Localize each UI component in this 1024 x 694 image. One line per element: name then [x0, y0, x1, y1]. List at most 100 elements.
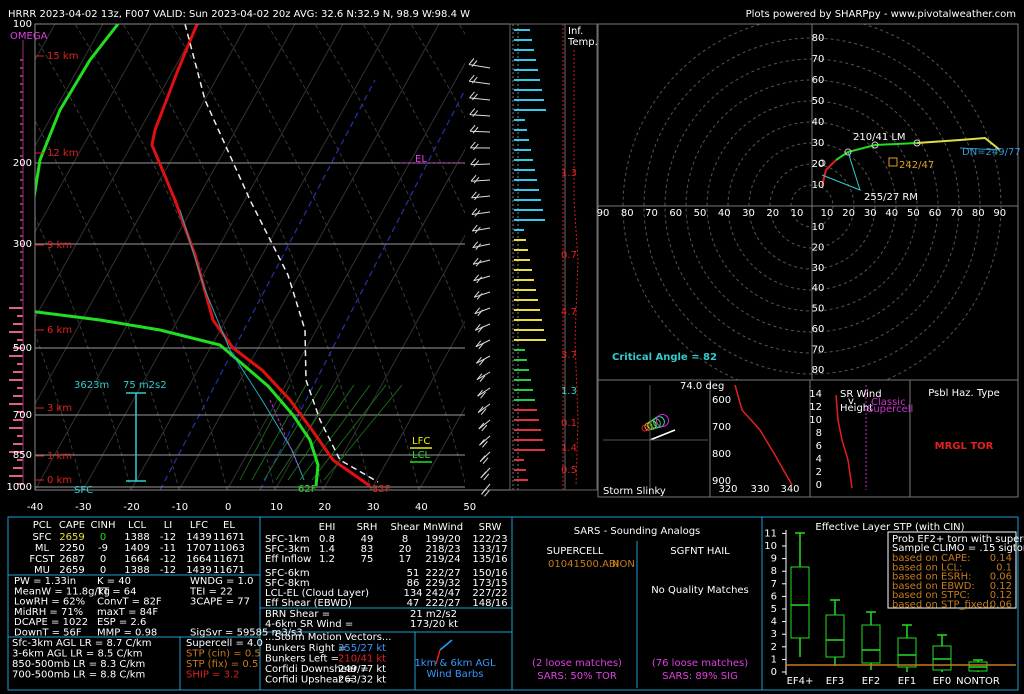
stp-tick: 3	[771, 629, 777, 640]
temp-label: -10	[172, 502, 188, 513]
label: v.	[848, 396, 856, 407]
index: MidRH = 71%	[14, 607, 83, 618]
index: MeanW = 11.8g/kg	[14, 586, 110, 597]
hazard-value: MRGL TOR	[935, 441, 994, 452]
wind-barb	[474, 193, 480, 201]
hail-line	[263, 384, 323, 481]
table-header: SRW	[479, 522, 502, 533]
wind-barb	[468, 64, 491, 69]
hodo-dot	[913, 139, 921, 147]
stp-category: EF0	[933, 676, 951, 687]
wind-barb	[469, 97, 491, 101]
wind-barb	[472, 227, 491, 232]
label: (76 loose matches)	[652, 658, 748, 669]
index: ESP = 2.6	[97, 617, 146, 628]
table-cell: 173/15	[472, 578, 507, 589]
theta-xtick: 340	[780, 484, 799, 495]
table-cell: 242/47	[425, 588, 460, 599]
label: 249/77 kt	[338, 664, 386, 675]
stp-box	[897, 637, 917, 668]
temp-label: 0	[225, 502, 231, 513]
table-cell: 2659	[59, 532, 84, 543]
stp-tick: 9	[771, 554, 777, 565]
lapse-rate: 700-500mb LR = 8.8 C/km	[12, 670, 145, 681]
inferred-value: 0.5	[561, 465, 577, 476]
isotherm	[35, 24, 296, 490]
sr-ytick: 2	[816, 467, 822, 478]
table-cell: FCST	[29, 554, 55, 565]
inferred-value: 1.3	[561, 168, 577, 179]
label: based on STPC:	[892, 590, 970, 601]
temp-label: 40	[415, 502, 428, 513]
wind-barb	[469, 80, 491, 85]
label: Sample CLIMO = .15 sigtor	[892, 543, 1024, 554]
wind-barb	[479, 455, 486, 462]
wind-barb	[479, 438, 485, 446]
table-header: CINH	[91, 520, 116, 531]
table-cell: 148/16	[472, 598, 507, 609]
stp-box	[825, 614, 845, 658]
table-cell: 222/27	[425, 568, 460, 579]
wind-barb	[474, 307, 481, 315]
label: 0.14	[990, 553, 1012, 564]
wind-barb	[482, 440, 488, 448]
wind-barb	[468, 74, 475, 82]
stp-category: EF1	[898, 676, 916, 687]
stp-legend	[887, 531, 1017, 609]
isotherm	[178, 24, 440, 490]
inferred-value: 1.4	[561, 443, 577, 454]
theta-ytick: 900	[712, 476, 731, 487]
wind-barb	[472, 110, 479, 117]
wind-barb	[475, 259, 482, 267]
table-cell: 86	[407, 578, 420, 589]
severe-index: SHIP = 3.2	[186, 670, 240, 681]
stp-tick: 10	[764, 541, 777, 552]
temp-label: 10	[270, 502, 283, 513]
theta-e-profile	[734, 384, 793, 486]
label: 1km & 6km AGL	[414, 658, 496, 669]
wind-barb	[475, 356, 482, 364]
table-cell: 20	[399, 544, 412, 555]
index: WNDG = 1.0	[190, 576, 253, 587]
wind-barb	[469, 108, 476, 115]
omega-label: OMEGA	[10, 31, 48, 42]
table-cell: 11063	[213, 543, 245, 554]
table-cell: 135/16	[472, 554, 507, 565]
height-label: 0 km	[47, 475, 72, 486]
pressure-label: 1000	[7, 482, 32, 493]
wind-barb	[478, 422, 485, 430]
wind-barb	[468, 58, 475, 65]
table-cell: 2659	[59, 565, 84, 576]
table-cell: 83	[361, 544, 374, 555]
hodo-tick: 90	[597, 208, 610, 219]
inferred-value: 0.1	[561, 418, 577, 429]
stp-box	[932, 645, 952, 671]
label: based on LCL:	[892, 562, 963, 573]
wind-barb	[480, 471, 487, 479]
label: Plots powered by SHARPpy - www.pivotalwe…	[746, 9, 1016, 20]
hodo-tick: 10	[791, 208, 804, 219]
isotherm	[370, 320, 465, 490]
height-label: 6 km	[47, 325, 72, 336]
table-cell: SFC	[32, 532, 51, 543]
wind-barb	[483, 473, 490, 481]
label: (2 loose matches)	[532, 658, 622, 669]
skewt-plot	[35, 24, 465, 490]
index: ConvT = 82F	[97, 597, 162, 608]
wind-barb	[479, 375, 486, 383]
pressure-label: 300	[13, 239, 32, 250]
label: Prob EF2+ torn with supercell	[892, 534, 1024, 545]
wind-barb	[473, 274, 480, 282]
isotherm	[82, 24, 344, 490]
table-cell: 11671	[213, 532, 245, 543]
table-cell: Eff Inflow	[265, 554, 311, 565]
label: based on ESRH:	[892, 572, 972, 583]
table-cell: 1439	[186, 565, 211, 576]
table-cell: 47	[407, 598, 420, 609]
label: NON	[612, 559, 635, 570]
label: 255/27 kt	[338, 643, 386, 654]
parcel	[184, 24, 379, 483]
hail-line	[251, 384, 307, 481]
hodo-tick: 50	[812, 96, 825, 107]
